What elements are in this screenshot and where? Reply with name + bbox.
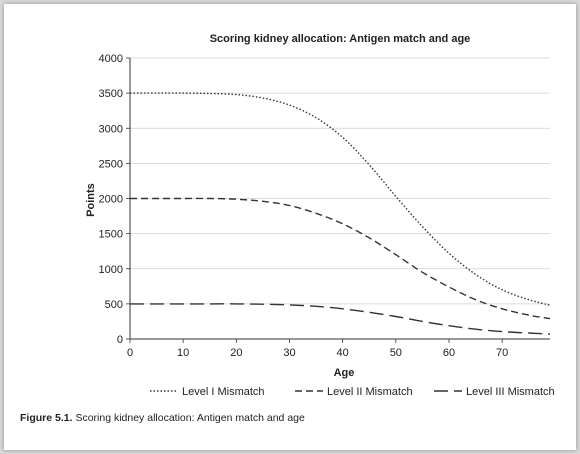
y-axis-label: Points — [85, 183, 97, 217]
legend-label-3: Level III Mismatch — [466, 386, 555, 398]
chart-title: Scoring kidney allocation: Antigen match… — [210, 33, 471, 45]
x-axis-label: Age — [334, 367, 355, 379]
x-tick-label-30: 30 — [283, 347, 295, 359]
x-tick-label-20: 20 — [230, 347, 242, 359]
figure-caption: Figure 5.1. Scoring kidney allocation: A… — [20, 412, 305, 424]
caption-label: Figure 5.1. — [20, 412, 73, 424]
x-axis-ticks: 0 10 20 30 40 50 60 70 — [127, 339, 508, 359]
y-tick-label-3000: 3000 — [99, 123, 123, 135]
legend-label-1: Level I Mismatch — [182, 386, 265, 398]
x-tick-label-70: 70 — [496, 347, 508, 359]
x-tick-label-60: 60 — [443, 347, 455, 359]
y-tick-label-1500: 1500 — [99, 229, 123, 241]
series-line-3 — [130, 303, 551, 335]
kidney-allocation-chart: Scoring kidney allocation: Antigen match… — [85, 33, 555, 398]
y-tick-label-1000: 1000 — [99, 264, 123, 276]
series-line-2 — [130, 197, 551, 320]
y-tick-label-2000: 2000 — [99, 194, 123, 206]
x-tick-label-10: 10 — [177, 347, 189, 359]
figure-page: Scoring kidney allocation: Antigen match… — [4, 4, 576, 450]
x-tick-label-40: 40 — [337, 347, 349, 359]
y-tick-label-500: 500 — [105, 299, 123, 311]
legend-label-2: Level II Mismatch — [327, 386, 413, 398]
y-tick-label-4000: 4000 — [99, 53, 123, 65]
y-tick-label-2500: 2500 — [99, 158, 123, 170]
x-tick-label-0: 0 — [127, 347, 133, 359]
y-tick-label-0: 0 — [117, 334, 123, 346]
y-tick-label-3500: 3500 — [99, 88, 123, 100]
caption-text: Scoring kidney allocation: Antigen match… — [75, 412, 305, 424]
legend: Level I Mismatch Level II Mismatch Level I… — [150, 386, 555, 398]
x-tick-label-50: 50 — [390, 347, 402, 359]
grid-lines — [130, 57, 550, 305]
series-lines — [130, 92, 551, 335]
y-axis-ticks: 0 500 1000 1500 2000 2500 3000 3500 4000 — [99, 53, 130, 346]
series-line-1 — [130, 92, 551, 306]
